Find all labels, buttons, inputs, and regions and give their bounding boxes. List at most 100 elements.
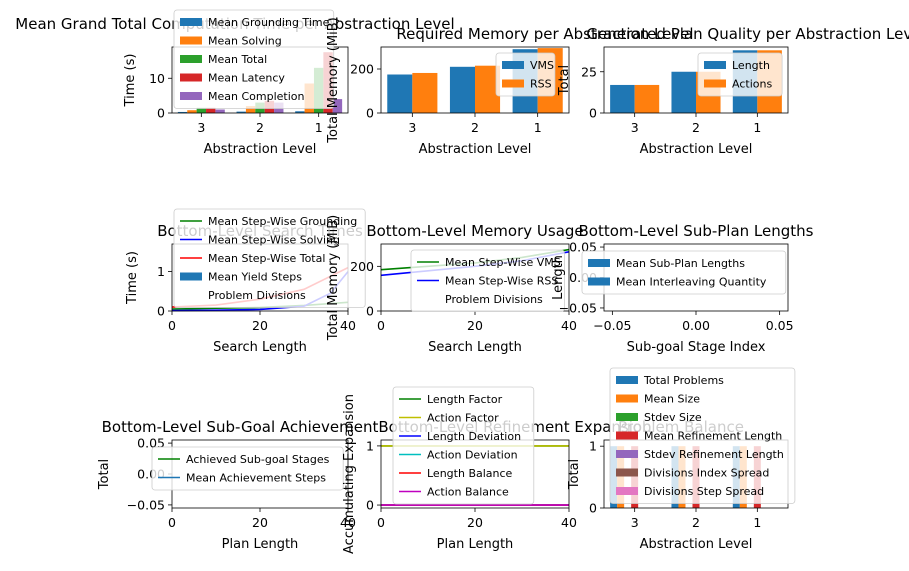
x-axis-label: Plan Length <box>437 537 514 552</box>
x-tick-label: 0.00 <box>682 318 710 333</box>
legend: Mean Step-Wise Grounding Mean Step-Wise S… <box>173 208 366 308</box>
x-tick-label: 2 <box>692 515 700 530</box>
bar-p3-s1-c0 <box>634 84 660 113</box>
bar-p2-s1-c0 <box>412 72 438 113</box>
legend-label: Mean Latency <box>208 72 285 85</box>
legend-swatch <box>616 487 638 495</box>
x-tick-label: 40 <box>561 515 577 530</box>
legend-swatch <box>616 376 638 384</box>
x-tick-label: 2 <box>471 120 479 135</box>
legend-swatch <box>180 272 202 281</box>
legend: Total Problems Mean Size Stdev Size Mean Re… <box>609 367 796 504</box>
legend-swatch <box>704 61 726 69</box>
x-tick-label: 0 <box>168 515 176 530</box>
y-axis-label: Total <box>567 459 582 490</box>
legend-swatch <box>502 61 524 69</box>
legend-swatch <box>616 413 638 421</box>
bar-p1-s3-c0 <box>206 107 216 113</box>
legend-swatch <box>180 92 202 100</box>
bar-p3-s0-c0 <box>610 84 635 113</box>
y-axis-label: Total <box>97 459 112 490</box>
legend-swatch <box>616 468 638 477</box>
bar-p1-s4-c0 <box>215 109 225 113</box>
x-tick-label: 2 <box>256 120 264 135</box>
chart-p7: Bottom-Level Sub-Goal Achievement Plan Le… <box>97 418 378 552</box>
legend-swatch <box>180 36 202 45</box>
legend-label: Mean Solving <box>208 35 282 48</box>
legend-label: Mean Step-Wise VMS <box>445 256 561 269</box>
bar-p1-s1-c0 <box>187 110 197 113</box>
x-axis-label: Sub-goal Stage Index <box>627 340 766 355</box>
legend-label: Achieved Sub-goal Stages <box>186 453 330 466</box>
y-tick-label: 0 <box>366 304 374 319</box>
x-tick-label: 0.05 <box>766 318 794 333</box>
y-tick-label: 0 <box>157 304 165 319</box>
y-tick-label: 0 <box>366 106 374 121</box>
bar-p1-s0-c0 <box>177 111 188 113</box>
y-tick-label: 200 <box>350 62 374 77</box>
x-axis-label: Abstraction Level <box>640 142 753 157</box>
legend-swatch <box>180 55 202 63</box>
legend-swatch <box>616 431 638 440</box>
legend-label: Length Factor <box>427 393 503 406</box>
x-axis-label: Search Length <box>213 340 307 355</box>
legend: Mean Sub-Plan Lengths Mean Interleaving Q… <box>581 250 787 295</box>
chart-p5: Bottom-Level Memory Usage Search Length To… <box>326 215 584 355</box>
legend-swatch <box>180 73 202 82</box>
legend-label: Total Problems <box>643 374 724 387</box>
bar-p2-s0-c1 <box>449 66 475 113</box>
legend-box <box>609 367 796 504</box>
y-tick-label: 0 <box>589 501 597 516</box>
chart-p4: Bottom-Level Search TimesSearch LengthTi… <box>125 208 366 355</box>
legend-box <box>392 386 535 505</box>
legend-label: Length <box>732 59 770 72</box>
legend-swatch <box>616 394 638 403</box>
x-tick-label: 3 <box>197 120 205 135</box>
bar-p3-s0-c1 <box>671 71 696 113</box>
bar-p1-s0-c2 <box>295 111 305 113</box>
legend-label: Mean Step-Wise RSS <box>445 275 558 288</box>
x-tick-label: 20 <box>467 318 483 333</box>
x-tick-label: 1 <box>753 120 761 135</box>
bar-p1-s2-c0 <box>196 107 207 113</box>
legend-swatch <box>704 79 726 88</box>
x-tick-label: 20 <box>252 318 268 333</box>
legend-label: Length Balance <box>427 467 513 480</box>
x-tick-label: 20 <box>467 515 483 530</box>
legend-label: Mean Step-Wise Solving <box>208 234 340 247</box>
y-tick-label: 0 <box>589 106 597 121</box>
y-tick-label: 1 <box>589 439 597 454</box>
x-tick-label: 20 <box>252 515 268 530</box>
chart-p6: Bottom-Level Sub-Plan Lengths Sub-goal St… <box>551 222 814 355</box>
y-axis-label: Accumulating Expansion <box>342 394 357 554</box>
x-axis-label: Abstraction Level <box>204 142 317 157</box>
legend-label: Problem Divisions <box>445 293 543 306</box>
x-axis-label: Plan Length <box>222 537 299 552</box>
x-tick-label: −0.05 <box>593 318 631 333</box>
chart-title: Bottom-Level Sub-Goal Achievement <box>102 418 379 436</box>
y-tick-label: 1 <box>157 264 165 279</box>
legend-label: Mean Completion <box>208 90 304 103</box>
y-axis-label: Total <box>557 65 572 96</box>
chart-p1: Mean Grand Total Computation Time per Ab… <box>15 9 455 157</box>
x-tick-label: 1 <box>753 515 761 530</box>
chart-p3: Generated Plan Quality per Abstraction L… <box>557 25 909 157</box>
legend-box <box>173 208 366 308</box>
legend-box <box>173 9 335 109</box>
legend-label: Mean Grounding Time <box>208 16 330 29</box>
y-axis-label: Total Memory (MiB) <box>326 17 341 143</box>
y-tick-label: 1 <box>366 438 374 453</box>
bar-p1-s0-c1 <box>236 111 246 113</box>
x-tick-label: 0 <box>377 515 385 530</box>
x-tick-label: 3 <box>631 515 639 530</box>
x-tick-label: 40 <box>340 318 356 333</box>
legend-label: Mean Achievement Steps <box>186 472 326 485</box>
legend-label: Mean Size <box>644 393 700 406</box>
legend: Length Factor Action Factor Length Deviati… <box>392 386 535 505</box>
legend-label: Mean Total <box>208 53 267 66</box>
legend-box <box>151 446 344 491</box>
legend-label: Mean Refinement Length <box>644 430 782 443</box>
legend-label: Stdev Refinement Length <box>644 448 784 461</box>
